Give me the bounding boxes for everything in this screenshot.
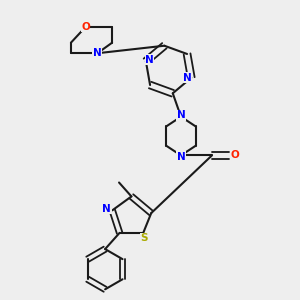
Text: N: N: [93, 48, 102, 58]
Text: N: N: [177, 152, 185, 162]
Text: S: S: [140, 233, 148, 243]
Text: O: O: [81, 22, 90, 32]
Text: N: N: [145, 55, 154, 65]
Text: O: O: [230, 150, 239, 161]
Text: N: N: [177, 110, 185, 120]
Text: N: N: [102, 204, 111, 214]
Text: N: N: [183, 73, 192, 83]
